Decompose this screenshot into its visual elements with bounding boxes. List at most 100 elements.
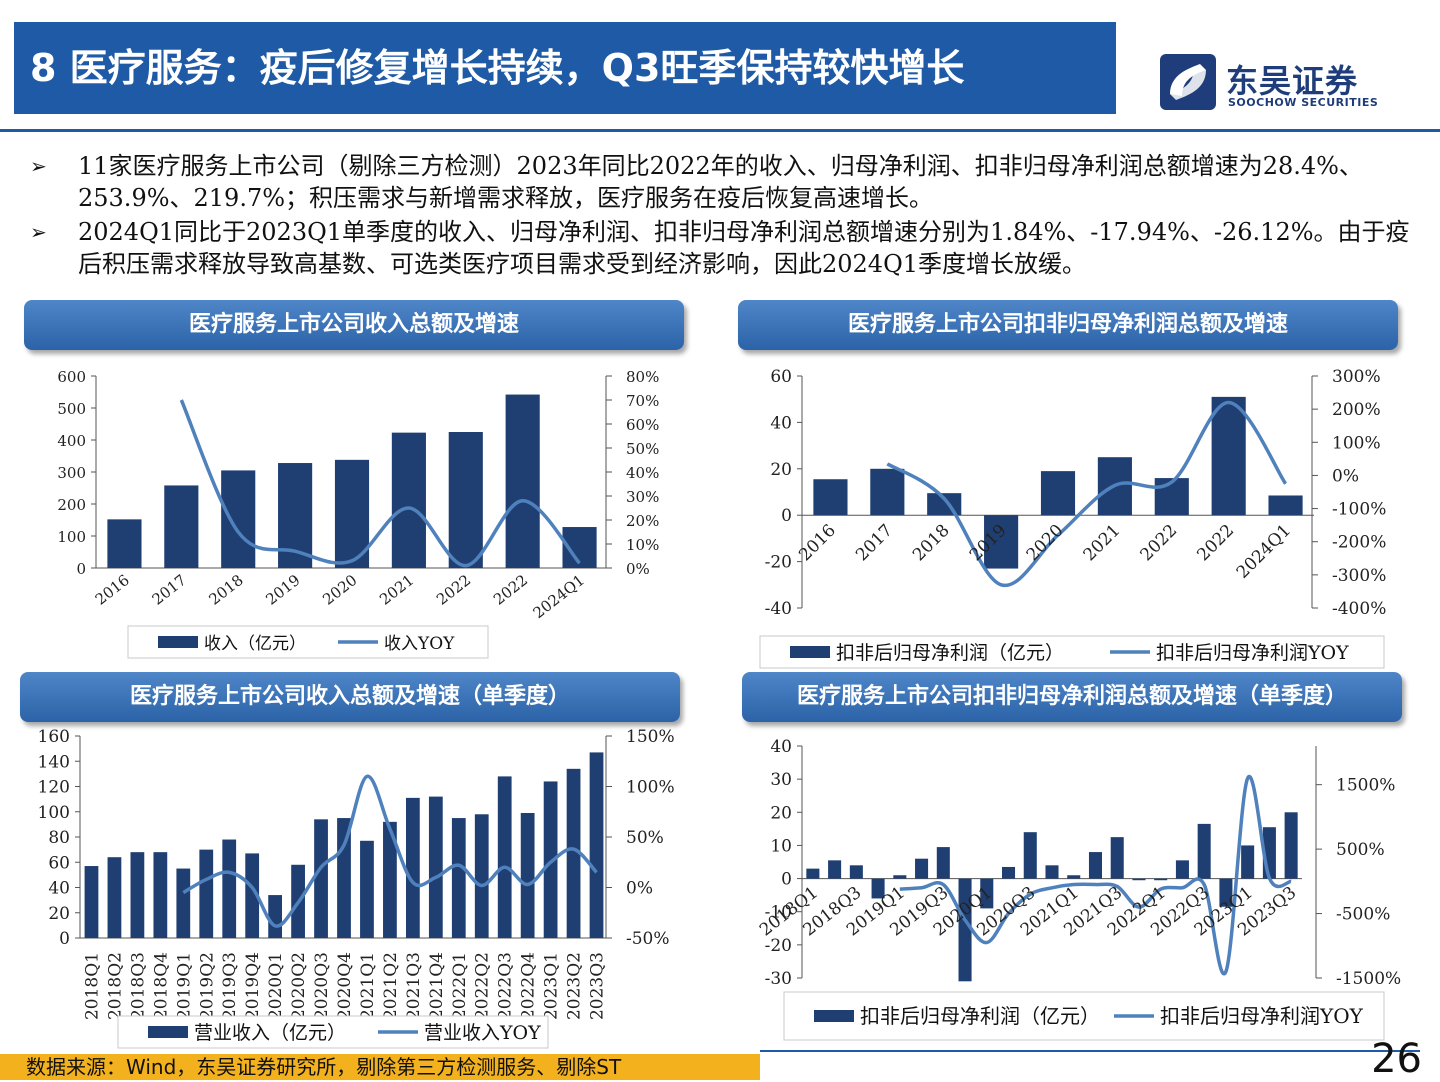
bar bbox=[221, 470, 256, 568]
x-tick-label: 2017 bbox=[149, 571, 190, 609]
logo-chinese-text: 东吴证券 bbox=[1226, 62, 1359, 100]
right-tick-label: -500% bbox=[1336, 905, 1390, 925]
bar bbox=[813, 479, 848, 516]
x-tick-label: 2019Q4 bbox=[243, 952, 263, 1020]
x-tick-label: 2022Q1 bbox=[450, 952, 470, 1020]
legend-bar-swatch bbox=[148, 1026, 188, 1038]
x-tick-label: 2023Q2 bbox=[565, 952, 585, 1020]
bar bbox=[1045, 865, 1059, 879]
right-tick-label: 0% bbox=[1332, 466, 1359, 486]
left-tick-label: 80 bbox=[48, 828, 70, 848]
right-tick-label: 100% bbox=[626, 778, 675, 798]
left-tick-label: 20 bbox=[770, 460, 792, 480]
right-tick-label: 0% bbox=[626, 560, 650, 578]
bar bbox=[1110, 837, 1124, 879]
series-line bbox=[886, 400, 1288, 588]
right-tick-label: -300% bbox=[1332, 566, 1386, 586]
bar bbox=[448, 432, 483, 568]
bar bbox=[245, 853, 260, 938]
bar bbox=[268, 895, 283, 938]
right-tick-label: -400% bbox=[1332, 599, 1386, 619]
bar bbox=[1197, 823, 1211, 879]
legend-line-label: 营业收入YOY bbox=[424, 1022, 541, 1044]
legend-line-label: 收入YOY bbox=[384, 634, 455, 654]
right-tick-label: 50% bbox=[626, 440, 659, 458]
left-tick-label: -20 bbox=[765, 553, 792, 573]
x-tick-label: 2024Q1 bbox=[1233, 521, 1295, 583]
revenue-annual-chart: 0 100 200 300 400 500 600 0% 10% 20% 30% 40% 50% 60% 7… bbox=[57, 368, 659, 659]
right-tick-label: -1500% bbox=[1336, 969, 1401, 989]
left-tick-label: 120 bbox=[38, 778, 70, 798]
page-title: 8 医疗服务：疫后修复增长持续，Q3旺季保持较快增长 bbox=[30, 46, 965, 90]
left-tick-label: 0 bbox=[781, 506, 792, 526]
right-tick-label: 100% bbox=[1332, 433, 1381, 453]
legend-line-label: 扣非后归母净利润YOY bbox=[1156, 642, 1349, 664]
x-tick-label: 2018 bbox=[206, 571, 247, 609]
left-tick-label: 400 bbox=[57, 432, 86, 450]
legend-bar-swatch bbox=[790, 646, 830, 658]
x-tick-label: 2021 bbox=[376, 571, 417, 609]
logo-english-text: SOOCHOW SECURITIES bbox=[1228, 96, 1379, 109]
series-line bbox=[899, 774, 1292, 976]
bar bbox=[360, 840, 374, 938]
left-tick-label: 10 bbox=[770, 836, 792, 856]
bullet-item: ➢ 11家医疗服务上市公司（剔除三方检测）2023年同比2022年的收入、归母净… bbox=[30, 150, 1430, 214]
chart2-title: 医疗服务上市公司扣非归母净利润总额及增速 bbox=[738, 300, 1398, 350]
right-tick-label: -100% bbox=[1332, 500, 1386, 520]
x-tick-label: 2023Q3 bbox=[588, 952, 608, 1020]
right-tick-label: 1500% bbox=[1336, 776, 1395, 796]
left-tick-label: 40 bbox=[770, 413, 792, 433]
legend-bar-label: 收入（亿元） bbox=[204, 634, 306, 654]
bar bbox=[505, 394, 540, 568]
x-tick-label: 2020 bbox=[319, 571, 360, 609]
bullet-item: ➢ 2024Q1同比于2023Q1单季度的收入、归母净利润、扣非归母净利润总额增… bbox=[30, 216, 1430, 280]
bar bbox=[222, 839, 237, 938]
bar bbox=[589, 752, 604, 938]
x-tick-label: 2022 bbox=[1137, 521, 1182, 566]
page-number: 26 bbox=[1371, 1036, 1422, 1082]
x-tick-label: 2019Q2 bbox=[197, 952, 217, 1020]
bar bbox=[1040, 471, 1076, 516]
left-tick-label: 600 bbox=[57, 368, 86, 386]
bar bbox=[984, 515, 1019, 569]
bar bbox=[543, 781, 558, 938]
x-tick-label: 2020Q4 bbox=[335, 952, 355, 1020]
left-tick-label: 0 bbox=[76, 560, 86, 578]
left-tick-label: 30 bbox=[770, 770, 792, 790]
bar bbox=[1241, 845, 1255, 879]
bar bbox=[428, 796, 443, 938]
bar bbox=[199, 849, 214, 938]
chart1-title: 医疗服务上市公司收入总额及增速 bbox=[24, 300, 684, 350]
bar bbox=[1219, 878, 1233, 907]
right-tick-label: 60% bbox=[626, 416, 659, 434]
x-tick-label: 2021Q4 bbox=[427, 952, 447, 1020]
x-tick-label: 2022Q4 bbox=[519, 952, 539, 1020]
left-tick-label: 40 bbox=[48, 879, 70, 899]
bar bbox=[497, 776, 512, 938]
series-line bbox=[179, 399, 581, 568]
x-tick-label: 2020Q3 bbox=[312, 952, 332, 1020]
company-logo: 东吴证券 SOOCHOW SECURITIES bbox=[1160, 52, 1420, 114]
right-tick-label: -50% bbox=[626, 929, 670, 949]
bar bbox=[915, 858, 929, 879]
bar bbox=[871, 878, 885, 899]
right-tick-label: 80% bbox=[626, 368, 659, 386]
legend-bar-swatch bbox=[158, 636, 198, 648]
x-tick-label: 2020 bbox=[1023, 521, 1068, 566]
chart4-title: 医疗服务上市公司扣非归母净利润总额及增速（单季度） bbox=[742, 672, 1402, 722]
x-tick-label: 2018Q3 bbox=[128, 952, 148, 1020]
bar bbox=[383, 821, 397, 938]
legend-box bbox=[759, 635, 1385, 669]
legend-box bbox=[783, 991, 1385, 1041]
left-tick-label: 0 bbox=[59, 929, 70, 949]
x-tick-label: 2018Q2 bbox=[105, 952, 125, 1020]
bar bbox=[1154, 878, 1168, 881]
legend-box bbox=[117, 1015, 549, 1049]
x-tick-label: 2016 bbox=[92, 571, 133, 609]
bar bbox=[130, 852, 145, 938]
bar bbox=[980, 878, 994, 909]
bar bbox=[153, 852, 168, 938]
bar bbox=[1023, 832, 1037, 879]
left-tick-label: 20 bbox=[770, 803, 792, 823]
bar bbox=[1284, 812, 1298, 879]
